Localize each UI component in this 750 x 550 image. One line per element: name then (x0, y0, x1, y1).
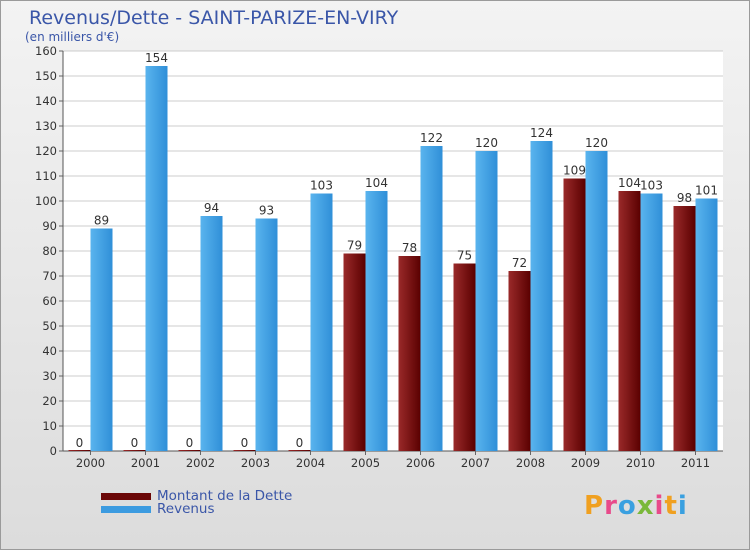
bar-revenus-2007 (475, 151, 498, 451)
data-label-dette-2004: 0 (296, 436, 304, 450)
bar-dette-2004 (288, 450, 311, 451)
data-label-revenus-2011: 101 (695, 184, 718, 198)
data-label-dette-2008: 72 (512, 256, 527, 270)
bar-dette-2006 (398, 256, 421, 451)
x-tick-label: 2003 (241, 456, 270, 470)
bar-revenus-2010 (640, 193, 663, 451)
data-label-revenus-2004: 103 (310, 179, 333, 193)
bar-dette-2003 (233, 450, 256, 451)
data-label-dette-2011: 98 (677, 191, 692, 205)
bar-revenus-2008 (530, 141, 553, 451)
y-tick-label: 160 (35, 44, 57, 58)
bar-dette-2011 (673, 206, 696, 451)
y-tick-label: 90 (42, 219, 57, 233)
y-tick-label: 30 (42, 369, 57, 383)
y-tick-label: 140 (35, 94, 57, 108)
y-tick-label: 60 (42, 294, 57, 308)
bar-dette-2000 (68, 450, 91, 451)
data-label-revenus-2007: 120 (475, 136, 498, 150)
x-tick-label: 2011 (681, 456, 710, 470)
data-label-dette-2001: 0 (131, 436, 139, 450)
data-label-revenus-2009: 120 (585, 136, 608, 150)
data-label-revenus-2003: 93 (259, 204, 274, 218)
y-tick-label: 50 (42, 319, 57, 333)
y-tick-label: 150 (35, 69, 57, 83)
legend-item-dette: Montant de la Dette (101, 488, 292, 504)
x-tick-label: 2005 (351, 456, 380, 470)
chart-title: Revenus/Dette - SAINT-PARIZE-EN-VIRY (29, 7, 399, 29)
legend-label-revenus: Revenus (157, 501, 215, 517)
y-tick-label: 110 (35, 169, 57, 183)
x-tick-label: 2006 (406, 456, 435, 470)
data-label-dette-2006: 78 (402, 241, 417, 255)
y-tick-label: 0 (50, 444, 57, 458)
x-tick-label: 2010 (626, 456, 655, 470)
y-tick-label: 10 (42, 419, 57, 433)
bar-revenus-2002 (200, 216, 223, 451)
y-tick-label: 130 (35, 119, 57, 133)
y-tick-label: 40 (42, 344, 57, 358)
data-label-dette-2007: 75 (457, 249, 472, 263)
bar-revenus-2001 (145, 66, 168, 451)
data-label-dette-2010: 104 (618, 176, 641, 190)
blue-swatch-icon (101, 505, 151, 513)
data-label-revenus-2005: 104 (365, 176, 388, 190)
y-tick-label: 80 (42, 244, 57, 258)
x-tick-label: 2008 (516, 456, 545, 470)
legend-item-revenus: Revenus (101, 501, 215, 517)
bar-dette-2001 (123, 450, 146, 451)
bar-revenus-2000 (90, 228, 113, 451)
data-label-revenus-2001: 154 (145, 51, 168, 65)
x-tick-label: 2002 (186, 456, 215, 470)
bar-revenus-2003 (255, 218, 278, 451)
bar-revenus-2011 (695, 198, 718, 451)
y-tick-label: 70 (42, 269, 57, 283)
bar-revenus-2004 (310, 193, 333, 451)
bar-dette-2002 (178, 450, 201, 451)
bar-dette-2008 (508, 271, 531, 451)
y-tick-label: 120 (35, 144, 57, 158)
data-label-dette-2000: 0 (76, 436, 84, 450)
data-label-revenus-2002: 94 (204, 201, 219, 215)
y-tick-label: 100 (35, 194, 57, 208)
data-label-revenus-2006: 122 (420, 131, 443, 145)
legend-label-dette: Montant de la Dette (157, 488, 293, 504)
bar-dette-2005 (343, 253, 366, 451)
dark-red-swatch-icon (101, 492, 151, 500)
x-tick-label: 2007 (461, 456, 490, 470)
data-label-revenus-2008: 124 (530, 126, 553, 140)
x-tick-label: 2009 (571, 456, 600, 470)
y-tick-label: 20 (42, 394, 57, 408)
bar-revenus-2005 (365, 191, 388, 451)
x-tick-label: 2000 (76, 456, 105, 470)
data-label-dette-2003: 0 (241, 436, 249, 450)
bar-dette-2010 (618, 191, 641, 451)
bar-dette-2007 (453, 263, 476, 451)
x-tick-label: 2004 (296, 456, 325, 470)
data-label-dette-2009: 109 (563, 164, 586, 178)
x-tick-label: 2001 (131, 456, 160, 470)
bar-revenus-2006 (420, 146, 443, 451)
data-label-dette-2005: 79 (347, 239, 362, 253)
proxiti-logo: Proxiti (584, 491, 688, 521)
data-label-dette-2002: 0 (186, 436, 194, 450)
data-label-revenus-2000: 89 (94, 214, 109, 228)
bar-dette-2009 (563, 178, 586, 451)
chart-subtitle: (en milliers d'€) (25, 30, 120, 44)
data-label-revenus-2010: 103 (640, 179, 663, 193)
bar-revenus-2009 (585, 151, 608, 451)
